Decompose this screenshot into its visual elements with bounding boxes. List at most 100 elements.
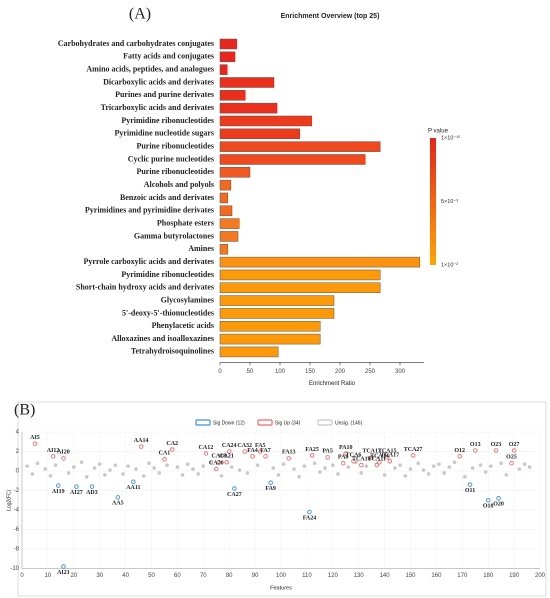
- data-point: [103, 473, 107, 477]
- x-tick-label: 0: [20, 573, 24, 579]
- data-point: [61, 564, 66, 569]
- data-point: [463, 475, 467, 479]
- data-point: [232, 486, 237, 491]
- data-point: [286, 456, 292, 461]
- point-label: TCA15: [378, 449, 397, 455]
- x-tick-label: 70: [200, 573, 207, 579]
- data-point: [369, 455, 374, 460]
- colorbar: [430, 138, 436, 265]
- data-point: [511, 448, 517, 453]
- data-point: [263, 454, 268, 459]
- x-tick-label: 90: [252, 573, 259, 579]
- data-point: [359, 462, 364, 468]
- data-point: [493, 448, 499, 453]
- colorbar-label: 5×10⁻³: [441, 199, 458, 205]
- data-point: [32, 441, 38, 446]
- x-axis-label: Features: [270, 585, 292, 591]
- point-label: CA2: [166, 441, 178, 447]
- panel-b-frame: [17, 401, 547, 597]
- point-label: O20: [493, 502, 504, 508]
- data-point: [226, 449, 232, 454]
- data-point: [242, 449, 247, 454]
- x-tick-label: 160: [431, 573, 442, 579]
- bar: [219, 141, 381, 152]
- data-point: [421, 468, 426, 472]
- bar: [219, 269, 381, 281]
- data-point: [340, 460, 346, 466]
- data-point: [175, 465, 180, 469]
- data-point: [229, 465, 234, 469]
- data-point: [522, 462, 527, 466]
- category-label: Pyrrole carboxylic acids and derivates: [84, 257, 215, 266]
- data-point: [410, 453, 416, 458]
- data-point: [74, 484, 79, 489]
- point-label: AI19: [52, 489, 65, 495]
- x-tick-label: 200: [335, 369, 346, 375]
- point-label: CA1: [159, 451, 171, 457]
- data-point: [467, 482, 473, 487]
- colorbar-label: 1×10⁻²: [441, 262, 458, 268]
- x-tick-label: 130: [354, 573, 365, 579]
- category-label: Purine ribonucleotides: [136, 167, 214, 176]
- bar: [219, 244, 229, 255]
- panel-label: (A): [129, 6, 151, 23]
- category-label: Pyrimidine ribonucleotides: [121, 116, 214, 125]
- colorbar-title: P value: [428, 129, 449, 135]
- data-point: [25, 464, 29, 468]
- data-point: [473, 448, 478, 453]
- data-point: [307, 509, 312, 515]
- data-point: [382, 473, 387, 477]
- data-point: [185, 462, 190, 466]
- category-label: Amino acids, peptides, and analogues: [86, 64, 214, 73]
- y-tick-label: -4: [14, 508, 20, 514]
- point-label: FA9: [265, 486, 276, 492]
- category-label: Amines: [188, 244, 214, 253]
- y-tick-label: -2: [14, 488, 20, 494]
- data-point: [53, 463, 58, 467]
- data-point: [97, 462, 102, 466]
- point-label: TCA27: [404, 447, 423, 453]
- x-tick-label: 190: [509, 573, 520, 579]
- category-label: Purine ribonucleotides: [136, 141, 214, 150]
- legend-label: Unsig. (146): [335, 420, 363, 426]
- category-label: Dicarboxylic acids and derivates: [103, 77, 214, 86]
- category-label: Purines and purine derivates: [115, 90, 214, 99]
- legend-swatch: [317, 419, 333, 426]
- point-label: AI27: [70, 490, 83, 496]
- bar: [219, 231, 239, 242]
- data-point: [56, 483, 61, 488]
- data-point: [452, 460, 457, 465]
- x-tick-label: 100: [276, 573, 287, 579]
- bar: [219, 282, 381, 294]
- x-tick-label: 0: [218, 369, 222, 375]
- bar: [219, 115, 313, 127]
- data-point: [224, 459, 229, 465]
- x-tick-label: 60: [174, 573, 181, 579]
- x-axis-label: Enrichment Ratio: [309, 381, 356, 387]
- data-point: [398, 463, 402, 467]
- x-tick-label: 20: [70, 573, 77, 579]
- point-label: TCA10: [352, 457, 371, 463]
- x-tick-label: 300: [395, 369, 406, 375]
- data-point: [442, 471, 446, 475]
- bar: [219, 179, 232, 191]
- point-label: FA13: [282, 450, 296, 456]
- data-point: [527, 465, 532, 469]
- data-point: [219, 474, 224, 478]
- category-label: Tricarboxylic acids and derivates: [101, 103, 214, 112]
- point-label: AI12: [47, 448, 60, 454]
- data-point: [509, 460, 514, 466]
- data-point: [281, 462, 286, 466]
- data-point: [387, 459, 393, 464]
- data-point: [496, 496, 501, 501]
- data-point: [478, 463, 483, 467]
- bar: [219, 205, 233, 217]
- bar: [219, 154, 366, 165]
- bar: [219, 321, 321, 332]
- bar: [219, 77, 275, 88]
- data-point: [331, 463, 335, 467]
- data-point: [457, 454, 462, 459]
- data-point: [432, 464, 436, 468]
- data-point: [141, 474, 146, 478]
- data-point: [48, 474, 53, 478]
